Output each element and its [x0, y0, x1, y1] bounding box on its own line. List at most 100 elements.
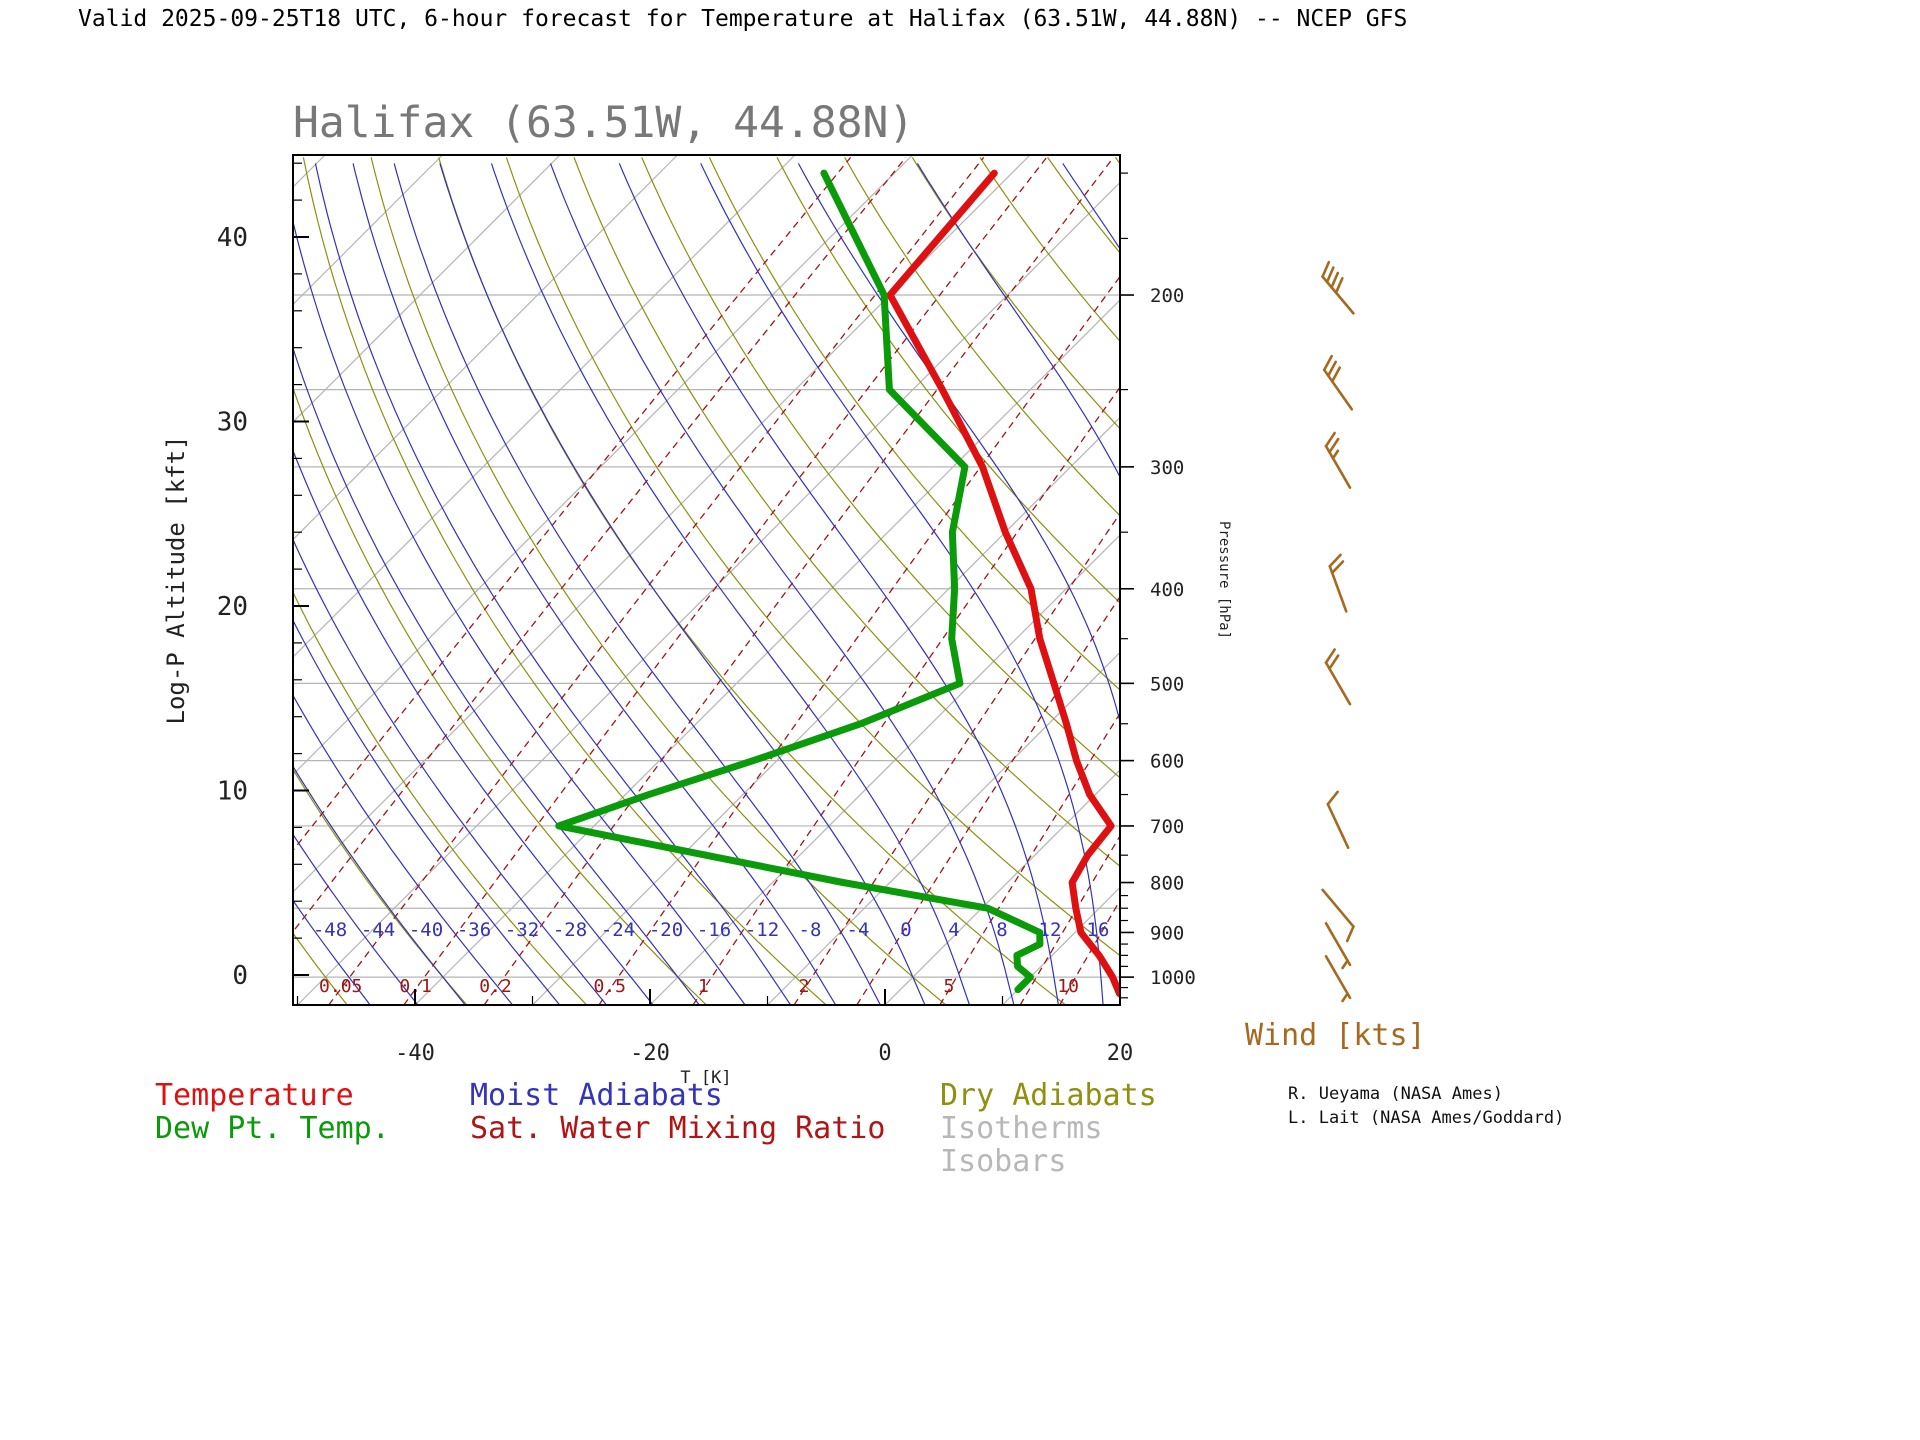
moist-adiabat-value-label: 16 [1087, 919, 1110, 941]
legend-isobars: Isobars [940, 1144, 1067, 1179]
moist-adiabat-line [293, 899, 371, 1005]
plot-frame [292, 154, 1121, 1006]
isotherm-line [293, 155, 561, 423]
moist-adiabat-line [352, 163, 837, 1005]
moist-adiabat-line [293, 219, 746, 1005]
mixing-ratio-line [692, 386, 1120, 1005]
moist-adiabat-value-label: -8 [799, 919, 822, 941]
pressure-tick-label: 500 [1150, 673, 1184, 695]
isotherm-line [293, 155, 443, 306]
moist-adiabat-line [549, 163, 1015, 1005]
dry-adiabat-line [293, 932, 348, 1005]
moist-adiabat-line [293, 694, 514, 1005]
altitude-tick-label: 0 [232, 961, 248, 991]
pressure-tick-label: 800 [1150, 873, 1184, 895]
temperature-trace [886, 169, 1120, 998]
temperature-tick-label: -20 [630, 1041, 670, 1066]
dry-adiabat-line [505, 157, 1120, 957]
moist-adiabat-line [293, 449, 654, 1005]
dry-adiabat-line [979, 157, 1120, 343]
mixing-ratio-line [1189, 157, 1685, 1005]
wind-barb [1322, 354, 1354, 411]
dry-adiabat-line [776, 157, 1120, 604]
wind-barb [1328, 553, 1348, 613]
x-axis-label: T [K] [680, 1068, 732, 1088]
legend-dew-point: Dew Pt. Temp. [155, 1111, 390, 1146]
sounding-traces [555, 169, 1120, 998]
dew-point-trace [555, 169, 1044, 994]
moist-adiabat-value-label: -44 [361, 919, 395, 941]
moist-adiabat-value-label: -16 [697, 919, 731, 941]
moist-adiabat-value-label: -4 [847, 919, 870, 941]
moist-adiabat-value-label: -48 [313, 919, 347, 941]
wind-barb [1324, 955, 1352, 1003]
chart-title: Halifax (63.51W, 44.88N) [293, 98, 915, 148]
mixing-ratio-value-label: 0.2 [479, 976, 512, 997]
isotherm-line [1119, 1004, 1120, 1005]
temperature-tick-label: 0 [878, 1041, 891, 1066]
moist-adiabat-line [439, 163, 926, 1005]
altitude-tick-label: 10 [217, 777, 248, 807]
dry-adiabat-line [0, 157, 228, 1005]
wind-barb-column [1321, 260, 1355, 1003]
moist-adiabat-line [293, 765, 466, 1005]
isotherm-line [1355, 155, 1920, 1005]
mixing-ratio-value-label: 0.1 [399, 976, 432, 997]
mixing-ratio-line [403, 157, 1048, 1005]
moist-adiabat-value-label: -40 [409, 919, 443, 941]
isotherm-line [293, 155, 913, 776]
mixing-ratio-line [1059, 899, 1120, 1005]
wind-barb [1326, 790, 1350, 849]
isotherm-line [414, 299, 1120, 1005]
mixing-ratio-value-label: 2 [799, 976, 810, 997]
legend-temperature: Temperature [155, 1078, 354, 1113]
inplot-labels: -48 -44 -40 -36 -32 -28 -24 -20 -16 -12 -8 -4 0 4 8 12 1… [313, 919, 1110, 997]
mixing-ratio-line [598, 275, 1120, 1005]
mixing-ratio-line [293, 156, 852, 852]
moist-adiabat-value-label: -20 [649, 919, 683, 941]
moist-adiabat-value-label: 0 [900, 919, 911, 941]
dry-adiabat-line [302, 157, 827, 1005]
dry-adiabat-line [293, 590, 588, 1005]
dry-adiabat-line [641, 157, 1120, 779]
pressure-tick-label: 200 [1150, 285, 1184, 307]
moist-adiabat-value-label: 8 [996, 919, 1007, 941]
wind-barb [1321, 260, 1355, 315]
mixing-ratio-line [1019, 834, 1120, 1005]
moist-adiabat-value-label: -32 [505, 919, 539, 941]
pressure-tick-label: 400 [1150, 579, 1184, 601]
moist-adiabat-value-label: 4 [948, 919, 959, 941]
moist-adiabat-line [797, 163, 1120, 724]
y-axis-left-label: Log-P Altitude [kft] [162, 435, 190, 725]
moist-adiabat-value-label: -24 [601, 919, 635, 941]
dry-adiabat-line [293, 768, 468, 1005]
mixing-ratio-value-label: 1 [698, 976, 709, 997]
wind-barb [1324, 431, 1352, 489]
mixing-ratio-line [483, 157, 1115, 1005]
isotherm-line [1002, 886, 1120, 1005]
moist-adiabat-line [293, 833, 419, 1005]
altitude-tick-label: 30 [217, 408, 248, 438]
wind-barb [1321, 888, 1355, 943]
mixing-ratio-line [328, 156, 985, 1005]
pressure-tick-label: 600 [1150, 751, 1184, 773]
dry-adiabat-line [708, 157, 1120, 691]
mixing-ratio-value-label: 10 [1057, 976, 1079, 997]
dry-adiabat-line [293, 386, 707, 1005]
legend-moist-adiabats: Moist Adiabats [470, 1078, 723, 1113]
mixing-ratio-value-label: 0.5 [593, 976, 626, 997]
mixing-ratio-value-label: 5 [943, 976, 954, 997]
moist-adiabat-line [700, 163, 1104, 1005]
mixing-ratio-line [1134, 157, 1641, 1005]
wind-barb [1324, 648, 1352, 706]
pressure-tick-label: 900 [1150, 922, 1184, 944]
pressure-tick-label: 300 [1150, 457, 1184, 479]
altitude-tick-label: 40 [217, 223, 248, 253]
moist-adiabat-value-label: -12 [745, 919, 779, 941]
wind-units-label: Wind [kts] [1245, 1018, 1426, 1053]
mixing-ratio-line [793, 512, 1120, 1005]
y-axis-right-label: Pressure [hPa] [1216, 520, 1232, 640]
